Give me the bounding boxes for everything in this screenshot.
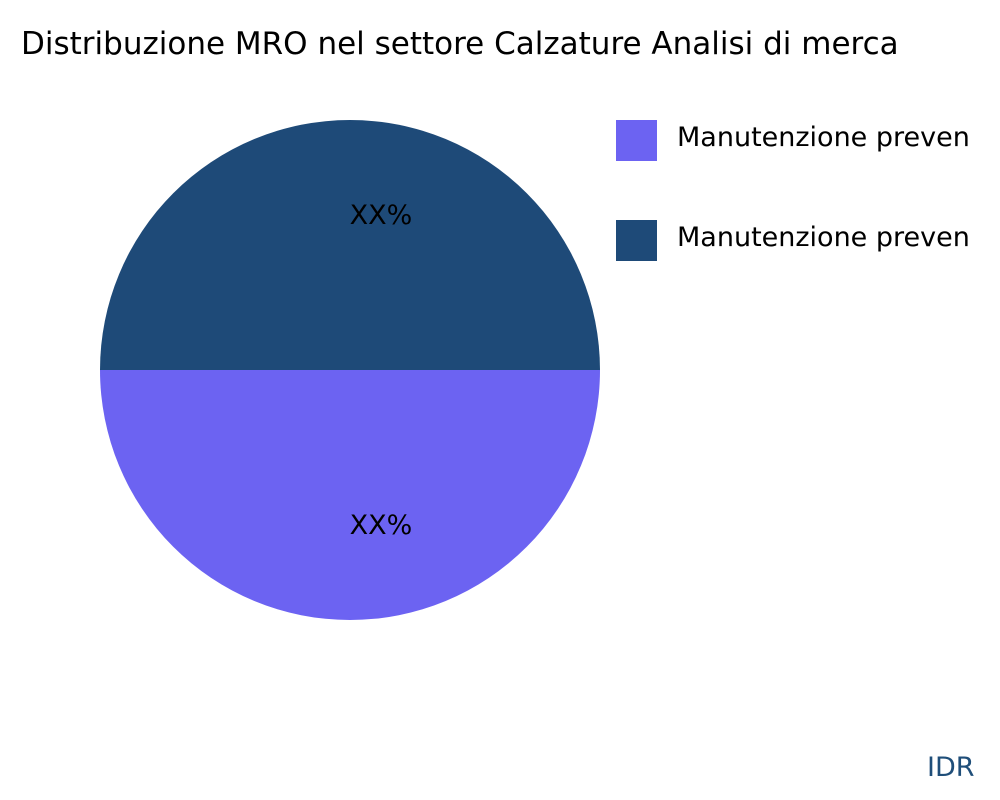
pie-slice[interactable] bbox=[100, 370, 600, 620]
slice-data-label: XX% bbox=[350, 200, 413, 231]
slice-data-label: XX% bbox=[350, 510, 413, 541]
legend-label: Manutenzione preven bbox=[677, 122, 970, 153]
legend-swatch bbox=[616, 220, 657, 261]
chart-title: Distribuzione MRO nel settore Calzature … bbox=[21, 26, 899, 62]
legend-swatch bbox=[616, 120, 657, 161]
legend-label: Manutenzione preven bbox=[677, 222, 970, 253]
pie-slice[interactable] bbox=[100, 120, 600, 370]
watermark-logo: IDR bbox=[927, 752, 975, 783]
